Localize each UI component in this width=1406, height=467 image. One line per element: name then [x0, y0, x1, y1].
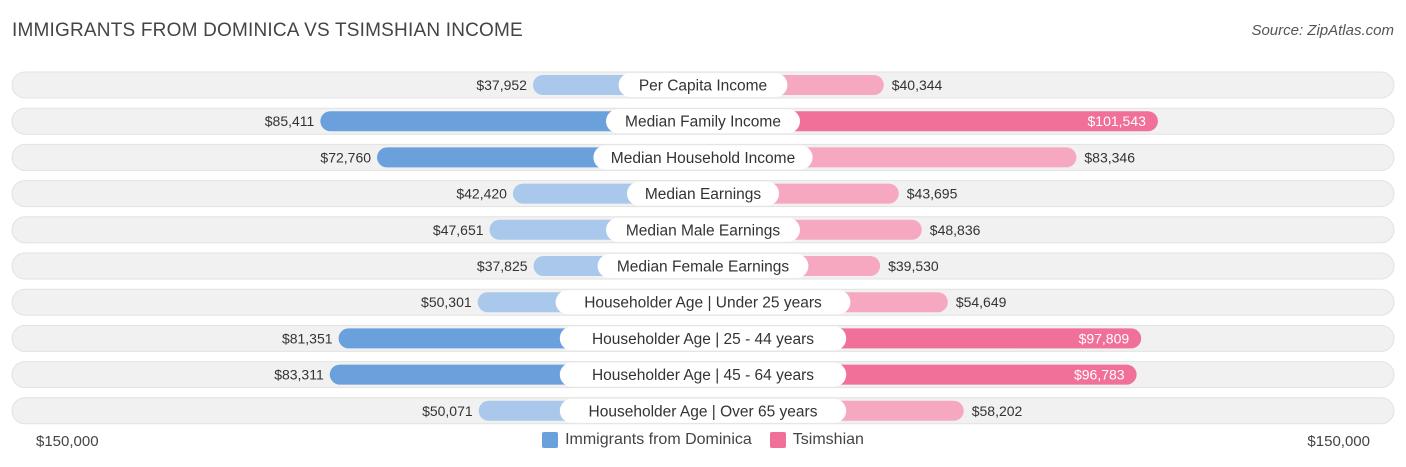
category-label: Householder Age | 45 - 64 years	[592, 367, 814, 384]
legend-item-left: Immigrants from Dominica	[542, 431, 752, 449]
category-label: Median Family Income	[625, 114, 781, 131]
value-label-left: $50,301	[421, 294, 472, 310]
category-label: Median Earnings	[645, 186, 762, 203]
category-pill	[597, 254, 809, 278]
category-pill	[559, 398, 847, 423]
value-label-left: $37,952	[476, 77, 527, 93]
value-label-left: $72,760	[320, 149, 371, 165]
category-label: Median Male Earnings	[626, 222, 780, 239]
value-label-right: $58,202	[972, 403, 1023, 419]
value-label-right: $54,649	[956, 294, 1007, 310]
category-pill	[606, 217, 800, 242]
value-label-left: $47,651	[433, 222, 484, 238]
category-pill	[559, 362, 847, 387]
axis-label-left: $150,000	[36, 433, 99, 450]
axis-label-right: $150,000	[1307, 433, 1370, 450]
category-pill	[618, 73, 788, 97]
category-pill	[559, 326, 847, 351]
category-label: Householder Age | Over 65 years	[589, 403, 818, 420]
legend-label-right: Tsimshian	[792, 431, 864, 448]
value-label-right: $96,783	[1074, 367, 1125, 383]
category-label: Householder Age | Under 25 years	[584, 295, 822, 312]
legend-swatch-right	[769, 432, 786, 448]
value-label-right: $39,530	[888, 258, 939, 274]
category-pill	[627, 181, 779, 206]
category-pill	[555, 290, 851, 315]
legend-label-left: Immigrants from Dominica	[565, 431, 752, 448]
value-label-right: $83,346	[1084, 149, 1135, 165]
value-label-right: $40,344	[892, 77, 943, 93]
category-pill	[606, 109, 800, 134]
value-label-right: $43,695	[907, 186, 958, 202]
value-label-right: $48,836	[930, 222, 981, 238]
value-label-left: $50,071	[422, 403, 473, 419]
value-label-left: $42,420	[456, 186, 507, 202]
value-label-left: $81,351	[282, 330, 333, 346]
value-label-right: $97,809	[1079, 330, 1130, 346]
category-label: Householder Age | 25 - 44 years	[592, 331, 814, 348]
value-label-right: $101,543	[1088, 113, 1147, 129]
category-label: Median Female Earnings	[617, 259, 790, 276]
chart-title: IMMIGRANTS FROM DOMINICA VS TSIMSHIAN IN…	[12, 20, 523, 41]
value-label-left: $83,311	[274, 367, 324, 383]
category-label: Median Household Income	[611, 150, 795, 167]
legend-swatch-left	[542, 432, 559, 448]
legend: Immigrants from Dominica Tsimshian	[0, 431, 1406, 449]
legend-item-right: Tsimshian	[769, 431, 864, 449]
value-label-left: $37,825	[477, 258, 528, 274]
bar-right	[703, 111, 1158, 132]
source-label: Source: ZipAtlas.com	[1251, 22, 1394, 39]
category-label: Per Capita Income	[639, 78, 767, 95]
category-pill	[593, 145, 813, 170]
value-label-left: $85,411	[265, 113, 315, 129]
